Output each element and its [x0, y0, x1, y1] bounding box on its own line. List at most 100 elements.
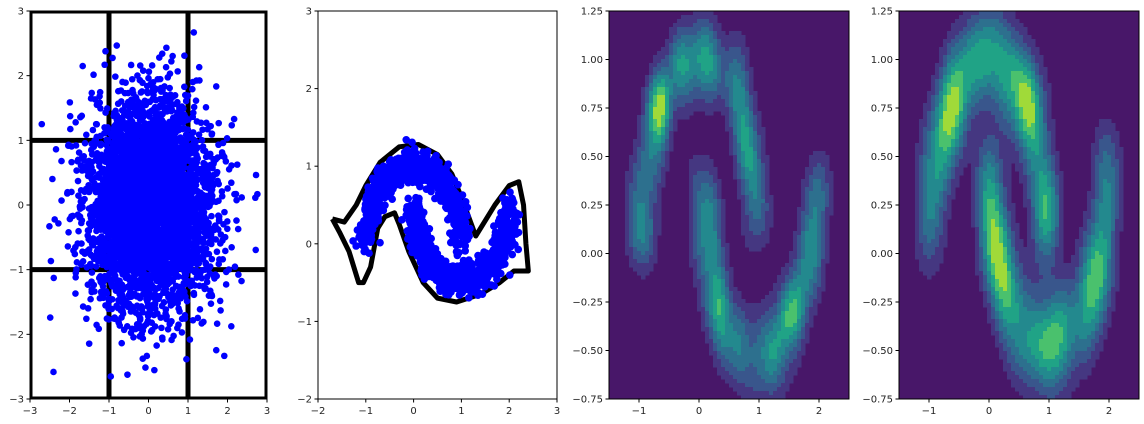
scatter-point	[122, 158, 129, 166]
scatter-point	[168, 58, 175, 65]
scatter-point	[79, 203, 86, 211]
scatter-point	[97, 272, 104, 280]
scatter-point	[238, 277, 245, 285]
scatter-point	[125, 223, 133, 230]
scatter-point	[151, 301, 159, 308]
scatter-point	[85, 157, 93, 165]
scatter-point	[132, 253, 140, 260]
scatter-point	[141, 97, 149, 105]
scatter-point	[78, 112, 86, 120]
scatter-point	[107, 373, 115, 380]
scatter-point	[204, 125, 211, 133]
scatter-point	[120, 214, 127, 221]
scatter-point	[199, 256, 207, 263]
scatter-point	[161, 83, 168, 90]
scatter-point	[408, 138, 416, 147]
scatter-point	[182, 171, 190, 178]
scatter-point	[123, 244, 131, 252]
scatter-point	[163, 108, 171, 115]
scatter-point	[215, 119, 222, 127]
scatter-point	[212, 83, 220, 90]
scatter-point	[194, 314, 202, 322]
scatter-point	[134, 292, 141, 300]
scatter-point	[126, 139, 134, 146]
scatter-point	[200, 208, 208, 216]
scatter-point	[74, 177, 82, 185]
scatter-point	[137, 125, 145, 133]
scatter-point	[228, 121, 236, 129]
scatter-point	[93, 321, 100, 329]
scatter-point	[217, 307, 224, 314]
scatter-point	[102, 172, 110, 179]
scatter-point	[126, 123, 134, 131]
scatter-point	[149, 185, 156, 193]
scatter-point	[184, 265, 191, 272]
scatter-point	[121, 180, 128, 187]
scatter-point	[215, 216, 223, 223]
scatter-point	[148, 62, 156, 69]
scatter-point	[140, 322, 148, 330]
scatter-point	[88, 212, 95, 220]
scatter-point	[124, 371, 131, 378]
scatter-point	[349, 237, 357, 245]
scatter-point	[215, 260, 223, 268]
scatter-point	[221, 208, 228, 216]
scatter-point	[102, 302, 109, 309]
scatter-point	[148, 169, 156, 177]
scatter-point	[116, 277, 123, 285]
scatter-point	[119, 296, 127, 304]
scatter-point	[146, 140, 153, 147]
scatter-point	[175, 283, 183, 291]
scatter-point	[408, 248, 416, 257]
scatter-point	[235, 271, 242, 278]
scatter-point	[133, 284, 141, 292]
scatter-point	[158, 239, 166, 246]
scatter-point	[38, 120, 46, 128]
scatter-point	[134, 234, 141, 242]
scatter-point	[184, 92, 192, 99]
scatter-point	[115, 319, 122, 326]
scatter-point	[404, 194, 413, 203]
scatter-point	[150, 179, 157, 187]
scatter-point	[176, 186, 184, 193]
scatter-point	[95, 170, 103, 178]
scatter-point	[79, 62, 86, 70]
scatter-point	[410, 144, 419, 153]
scatter-point	[148, 326, 156, 334]
scatter-point	[55, 220, 62, 227]
scatter-point	[87, 295, 94, 303]
scatter-point	[162, 263, 169, 270]
scatter-point	[135, 320, 142, 328]
scatter-point	[204, 170, 212, 177]
scatter-point	[111, 223, 119, 231]
scatter-point	[216, 297, 224, 305]
scatter-point	[148, 319, 156, 326]
scatter-point	[92, 219, 100, 227]
scatter-point	[118, 247, 126, 255]
y-tick-label: 3	[18, 7, 24, 18]
scatter-point	[85, 340, 93, 347]
scatter-point	[156, 159, 163, 167]
scatter-point	[165, 293, 172, 301]
scatter-point	[103, 182, 111, 190]
scatter-point	[252, 171, 260, 179]
scatter-point	[198, 175, 206, 182]
scatter-point	[136, 62, 144, 69]
scatter-point	[221, 233, 229, 241]
scatter-point	[191, 255, 199, 263]
scatter-point	[174, 197, 182, 204]
scatter-point	[99, 260, 107, 268]
scatter-point	[94, 245, 102, 253]
scatter-point	[97, 105, 104, 112]
scatter-point	[73, 266, 80, 273]
scatter-point	[85, 188, 93, 196]
scatter-point	[139, 79, 146, 87]
scatter-point	[147, 258, 155, 266]
scatter-point	[184, 126, 192, 134]
scatter-point	[196, 306, 204, 313]
scatter-point	[84, 305, 92, 312]
x-tick-label: 0	[145, 406, 151, 417]
scatter-point	[114, 87, 122, 95]
scatter-point	[99, 211, 107, 218]
scatter-point	[231, 263, 239, 271]
